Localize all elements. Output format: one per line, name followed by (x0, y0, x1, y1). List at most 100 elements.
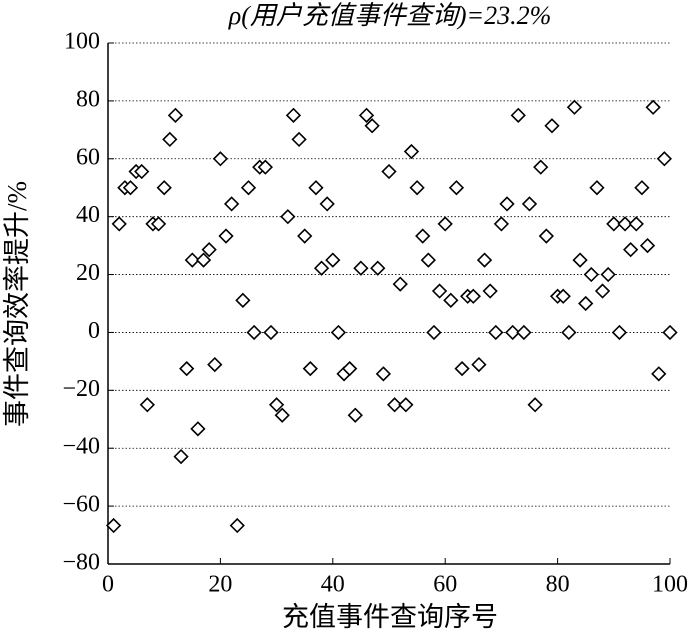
data-point (240, 180, 257, 196)
y-tick-label: −60 (62, 492, 100, 518)
y-tick-label: 40 (76, 202, 100, 228)
data-point (403, 143, 420, 160)
y-tick-label: 20 (76, 260, 100, 286)
data-point (246, 324, 262, 341)
data-point (263, 324, 279, 341)
data-point (437, 216, 453, 232)
data-point (184, 252, 200, 268)
data-point (207, 356, 223, 373)
data-point (527, 397, 543, 413)
data-point (235, 292, 251, 308)
data-point (381, 163, 397, 180)
data-point (471, 356, 487, 373)
data-point (538, 228, 554, 244)
chart-title: ρ(用户充值事件查询)=23.2% (228, 1, 552, 30)
data-point (302, 360, 318, 377)
x-tick-label: 60 (433, 572, 457, 598)
data-point (179, 360, 195, 377)
data-point (347, 407, 363, 423)
data-point (150, 216, 167, 232)
data-point (662, 324, 678, 341)
data-point (578, 295, 594, 312)
data-point (398, 397, 414, 413)
data-point (156, 180, 172, 196)
data-point (606, 216, 622, 232)
data-point (330, 324, 347, 341)
data-point (212, 151, 229, 167)
data-point (566, 99, 583, 115)
data-point (280, 209, 296, 225)
data-point (420, 252, 436, 268)
data-point (375, 366, 392, 382)
x-tick-label: 0 (102, 572, 114, 598)
y-tick-label: −80 (62, 550, 100, 576)
data-point (415, 228, 431, 244)
x-axis-label: 充值事件查询序号 (282, 602, 498, 632)
data-point (544, 118, 560, 134)
data-point (167, 107, 184, 123)
data-point (308, 180, 324, 196)
data-point (190, 421, 206, 437)
data-point (499, 196, 515, 212)
data-point (572, 252, 588, 268)
data-point (555, 288, 571, 304)
data-point (139, 397, 155, 413)
x-tick-label: 20 (208, 572, 232, 598)
data-point (431, 283, 448, 299)
data-point (482, 283, 498, 299)
data-point (656, 151, 673, 167)
data-point (611, 324, 628, 341)
data-point (285, 107, 302, 123)
data-point (291, 131, 307, 148)
data-point (600, 266, 616, 283)
data-point (505, 324, 521, 341)
data-point (195, 252, 212, 268)
data-point (617, 216, 633, 232)
data-point (342, 360, 358, 377)
data-point (589, 180, 605, 196)
x-tick-label: 40 (321, 572, 345, 598)
y-tick-label: −20 (62, 376, 100, 402)
data-point (639, 237, 656, 254)
data-point (533, 159, 549, 175)
y-tick-label: 60 (76, 144, 100, 170)
y-tick-label: −40 (62, 434, 100, 460)
data-point (370, 260, 386, 276)
x-tick-label: 80 (546, 572, 570, 598)
data-point (392, 276, 408, 292)
data-point (173, 448, 189, 465)
data-point (353, 260, 369, 276)
data-point (105, 517, 122, 534)
data-point (409, 180, 425, 196)
data-point (268, 397, 285, 413)
data-point (454, 360, 470, 377)
data-point (628, 216, 644, 232)
y-axis-label: 事件查询效率提升/% (2, 181, 32, 427)
data-point (476, 252, 493, 268)
data-point (426, 324, 442, 341)
data-point (257, 159, 273, 175)
data-point (274, 407, 290, 423)
data-point (111, 216, 127, 232)
data-point (313, 260, 330, 276)
data-point (162, 131, 178, 148)
data-point (493, 216, 510, 232)
y-tick-label: 0 (88, 318, 100, 344)
data-point (386, 397, 403, 413)
data-point (364, 118, 380, 134)
data-point (645, 99, 661, 115)
data-point (229, 517, 245, 534)
data-point (623, 242, 639, 258)
data-point (465, 288, 481, 304)
data-point (516, 324, 532, 341)
data-point (634, 180, 650, 196)
data-point (651, 366, 667, 382)
x-tick-label: 100 (652, 572, 688, 598)
data-point (297, 228, 313, 244)
data-point (510, 107, 526, 123)
data-point (358, 107, 375, 123)
data-point (218, 228, 234, 244)
data-point (134, 163, 150, 180)
data-point (521, 196, 538, 212)
